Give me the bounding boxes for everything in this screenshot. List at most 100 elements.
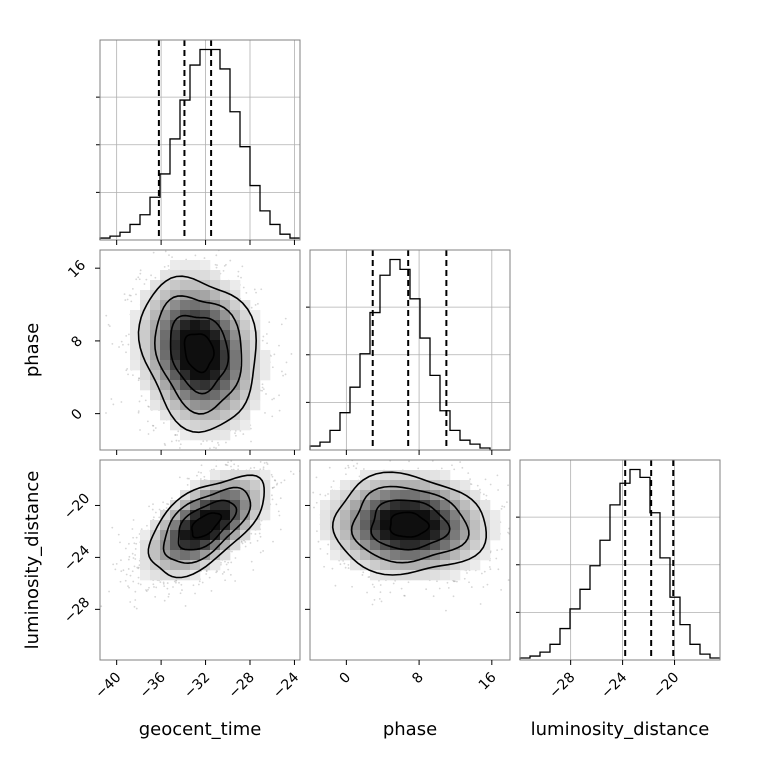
sample-point [250, 560, 253, 563]
sample-point [154, 595, 157, 598]
sample-point [292, 473, 295, 475]
density-cell [180, 300, 191, 311]
sample-point [231, 550, 233, 553]
sample-point [163, 585, 166, 588]
sample-point [152, 429, 155, 432]
sample-point [124, 579, 127, 582]
density-cell [240, 390, 251, 401]
density-cell [240, 420, 251, 431]
sample-point [249, 542, 252, 544]
sample-point [237, 465, 240, 467]
sample-point [254, 304, 257, 306]
sample-point [233, 463, 236, 466]
density-cell [190, 290, 201, 301]
density-cell [150, 370, 161, 381]
sample-point [129, 574, 132, 577]
sample-point [148, 586, 150, 589]
density-cell [190, 270, 201, 281]
density-cell [140, 380, 151, 391]
sample-point [122, 343, 124, 346]
sample-point [205, 440, 208, 442]
sample-point [128, 333, 130, 336]
sample-point [227, 461, 229, 464]
density-cell [170, 260, 181, 271]
sample-point [266, 342, 268, 345]
sample-point [203, 475, 206, 478]
density-cell [170, 300, 181, 311]
sample-point [146, 420, 149, 423]
sample-point [131, 552, 134, 555]
sample-point [227, 568, 230, 571]
sample-point [126, 367, 129, 370]
histogram-step-phase [309, 258, 510, 451]
sample-point [271, 498, 274, 501]
density-cell [190, 310, 201, 321]
density-cell [150, 300, 161, 311]
sample-point [132, 557, 135, 559]
density-cell [150, 320, 161, 331]
sample-point [100, 605, 103, 608]
density-cell [180, 420, 191, 431]
density-cell [130, 320, 141, 331]
panel-frame [99, 39, 301, 241]
density-cell [170, 400, 181, 411]
sample-point [224, 560, 226, 563]
density-cell [200, 420, 211, 431]
sample-point [140, 395, 143, 397]
density-cell [230, 320, 241, 331]
sample-point [230, 465, 232, 468]
density-cell [230, 330, 241, 341]
sample-point [249, 467, 252, 469]
sample-point [224, 463, 227, 466]
sample-point [167, 595, 170, 598]
density-cell [170, 380, 181, 391]
sample-point [118, 346, 120, 348]
sample-point [139, 272, 142, 275]
density-cell [250, 340, 261, 351]
density-cell [230, 370, 241, 381]
sample-point [279, 497, 282, 500]
density-cell [160, 350, 171, 361]
sample-point [239, 429, 242, 432]
density-cell [190, 410, 201, 421]
density-cell [220, 420, 231, 431]
sample-point [289, 470, 292, 473]
density-cell [160, 330, 171, 341]
sample-point [263, 462, 266, 464]
density-cell [150, 380, 161, 391]
sample-point [131, 287, 134, 290]
sample-point [260, 288, 263, 291]
sample-point [225, 563, 228, 566]
sample-point [158, 516, 161, 519]
density-cell [220, 300, 231, 311]
sample-point [237, 275, 240, 278]
sample-point [266, 463, 269, 465]
sample-point [123, 293, 126, 296]
histogram-step-geocent-time [99, 48, 300, 240]
density-cell [210, 290, 221, 301]
sample-point [279, 528, 282, 531]
sample-point [119, 580, 122, 583]
sample-point [192, 584, 195, 587]
density-cell [200, 270, 211, 281]
marginal-panel-phase [306, 249, 511, 451]
sample-point [273, 486, 276, 489]
sample-point [230, 561, 233, 564]
sample-point [176, 434, 179, 436]
sample-point [162, 422, 165, 424]
sample-point [135, 607, 138, 610]
density-cell [200, 430, 211, 441]
density-cell [190, 380, 201, 391]
sample-point [111, 343, 114, 345]
sample-point [137, 410, 140, 413]
sample-point [174, 434, 177, 436]
density-cell [200, 380, 211, 391]
sample-point [244, 545, 247, 548]
sample-point [278, 409, 281, 412]
density-cell [250, 370, 261, 381]
sample-point [213, 468, 215, 471]
density-cell [160, 380, 171, 391]
density-cell [220, 330, 231, 341]
density-cell [130, 350, 141, 361]
density-cell [130, 340, 141, 351]
